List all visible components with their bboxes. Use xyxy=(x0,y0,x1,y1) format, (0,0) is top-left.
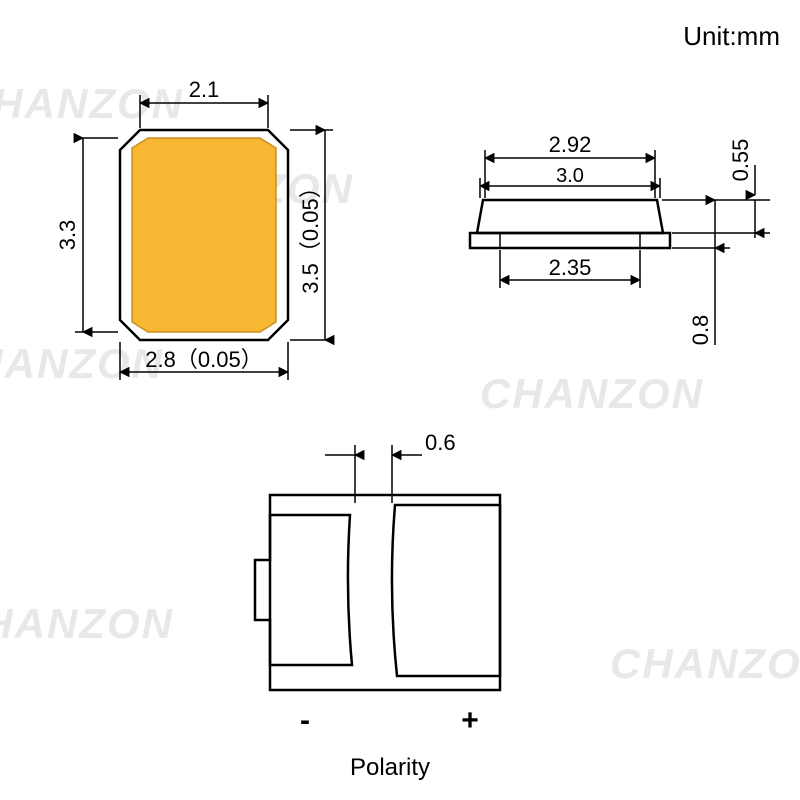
plus-label: + xyxy=(461,704,479,737)
dim-polarity-gap: 0.6 xyxy=(425,430,456,455)
phosphor-area xyxy=(132,138,276,332)
dim-side-bottom: 2.35 xyxy=(549,255,592,280)
dim-bottom-width: 2.8（0.05） xyxy=(145,347,262,372)
dim-side-h-upper: 0.55 xyxy=(728,139,753,182)
minus-label: - xyxy=(300,704,310,737)
dim-left-height: 3.3 xyxy=(55,220,80,251)
side-view: 2.92 3.0 2.35 0.55 0.8 xyxy=(470,132,770,345)
unit-label: Unit:mm xyxy=(683,21,780,51)
top-view: 2.1 3.3 3.5（0.05） 2.8（0.05） xyxy=(55,77,333,380)
drawing-canvas: Unit:mm 2.1 3.3 3.5（0.05） 2.8（0.05） xyxy=(0,0,800,800)
dim-right-height: 3.5（0.05） xyxy=(298,176,323,293)
polarity-title: Polarity xyxy=(350,754,430,781)
polarity-view: 0.6 - + Polarity xyxy=(255,430,500,781)
dim-top-width: 2.1 xyxy=(189,77,220,102)
dim-side-top-inner: 2.92 xyxy=(549,132,592,157)
dim-side-top-outer: 3.0 xyxy=(556,165,584,187)
dim-side-h-total: 0.8 xyxy=(688,315,713,346)
